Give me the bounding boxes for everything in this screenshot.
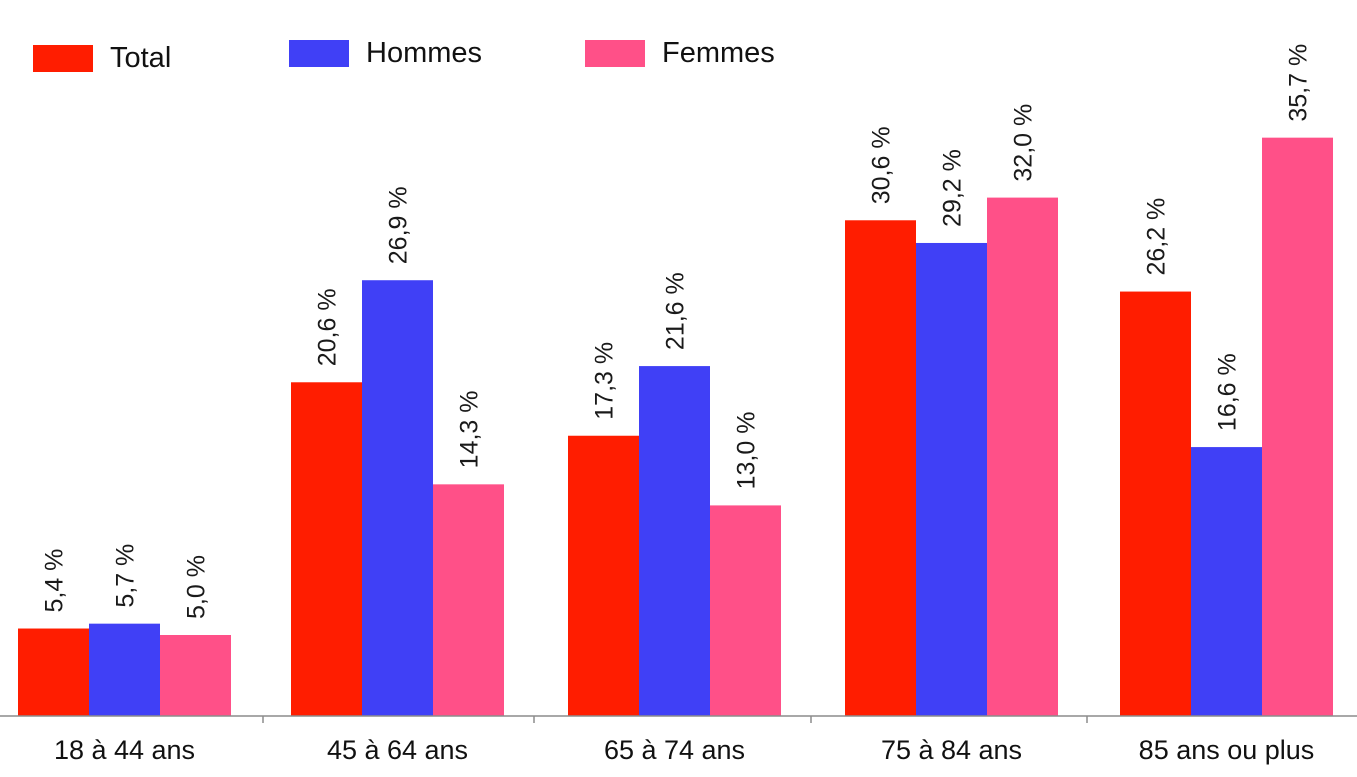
legend-swatch-hommes	[289, 39, 349, 67]
data-label-hommes-3: 29,2 %	[939, 149, 967, 227]
bar-total-4	[1120, 291, 1191, 716]
bar-total-0	[18, 628, 89, 716]
legend-item-total: Total	[33, 38, 171, 78]
bar-hommes-3	[916, 242, 987, 716]
data-label-hommes-4: 16,6 %	[1214, 353, 1242, 431]
legend-swatch-total	[33, 44, 93, 72]
bar-femmes-4	[1262, 137, 1333, 716]
bar-hommes-4	[1191, 447, 1262, 716]
bar-total-2	[568, 435, 639, 716]
data-label-hommes-0: 5,7 %	[112, 544, 140, 608]
bar-total-1	[291, 382, 362, 716]
data-label-femmes-4: 35,7 %	[1285, 44, 1313, 122]
bar-femmes-1	[433, 484, 504, 716]
data-label-total-2: 17,3 %	[591, 342, 619, 420]
data-label-total-0: 5,4 %	[41, 549, 69, 613]
data-label-femmes-1: 14,3 %	[456, 390, 484, 468]
data-label-total-4: 26,2 %	[1143, 198, 1171, 276]
legend-swatch-femmes	[585, 39, 645, 67]
legend-label-femmes: Femmes	[662, 36, 775, 69]
bars-group	[18, 137, 1333, 717]
data-label-femmes-3: 32,0 %	[1010, 104, 1038, 182]
legend: Total Hommes Femmes	[0, 0, 1357, 90]
bar-femmes-3	[987, 197, 1058, 717]
data-label-femmes-0: 5,0 %	[183, 555, 211, 619]
x-tick-label-2: 65 à 74 ans	[604, 735, 745, 765]
bar-hommes-2	[639, 366, 710, 716]
x-axis: 18 à 44 ans 45 à 64 ans 65 à 74 ans 75 à 84…	[0, 715, 1357, 765]
bar-femmes-0	[160, 635, 231, 716]
x-tick-label-0: 18 à 44 ans	[54, 735, 195, 765]
legend-item-hommes: Hommes	[289, 33, 482, 73]
x-tick-label-4: 85 ans ou plus	[1139, 735, 1315, 765]
data-label-total-3: 30,6 %	[868, 126, 896, 204]
x-tick-label-3: 75 à 84 ans	[881, 735, 1022, 765]
data-label-hommes-1: 26,9 %	[385, 186, 413, 264]
bar-total-3	[845, 220, 916, 716]
legend-label-hommes: Hommes	[366, 36, 483, 69]
data-label-total-1: 20,6 %	[314, 288, 342, 366]
bar-hommes-0	[89, 623, 160, 716]
bar-labels-group: 5,4 % 5,7 % 5,0 % 20,6 % 26,9 % 14,3 % 17,3 % 2…	[41, 44, 1313, 619]
legend-label-total: Total	[110, 41, 172, 74]
legend-item-femmes: Femmes	[585, 33, 775, 73]
bar-femmes-2	[710, 505, 781, 716]
data-label-femmes-2: 13,0 %	[733, 412, 761, 490]
x-tick-label-1: 45 à 64 ans	[327, 735, 468, 765]
data-label-hommes-2: 21,6 %	[662, 272, 690, 350]
bar-hommes-1	[362, 280, 433, 716]
